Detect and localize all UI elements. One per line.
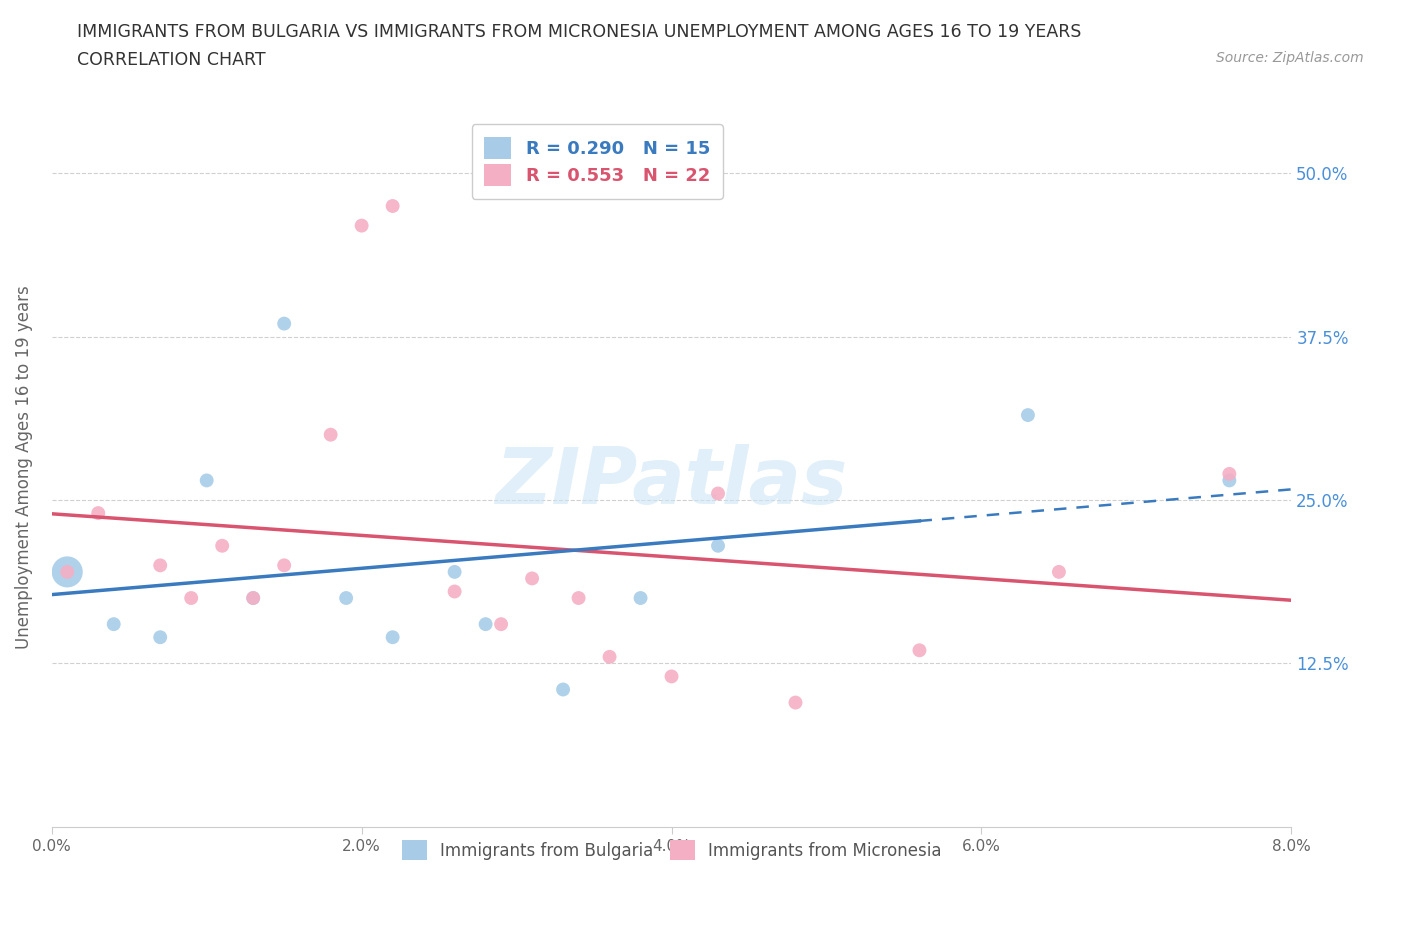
Point	[568, 591, 591, 605]
Y-axis label: Unemployment Among Ages 16 to 19 years: Unemployment Among Ages 16 to 19 years	[15, 286, 32, 649]
Point	[149, 558, 172, 573]
Point	[335, 591, 357, 605]
Point	[707, 486, 730, 501]
Point	[1218, 473, 1240, 488]
Text: ZIPatlas: ZIPatlas	[495, 444, 848, 520]
Point	[630, 591, 652, 605]
Text: Source: ZipAtlas.com: Source: ZipAtlas.com	[1216, 51, 1364, 65]
Point	[908, 643, 931, 658]
Point	[180, 591, 202, 605]
Point	[520, 571, 543, 586]
Point	[56, 565, 79, 579]
Point	[87, 506, 110, 521]
Point	[149, 630, 172, 644]
Point	[350, 219, 373, 233]
Point	[661, 669, 683, 684]
Point	[489, 617, 512, 631]
Point	[319, 427, 342, 442]
Point	[443, 584, 465, 599]
Point	[599, 649, 621, 664]
Text: CORRELATION CHART: CORRELATION CHART	[77, 51, 266, 69]
Point	[1218, 467, 1240, 482]
Point	[551, 682, 574, 697]
Point	[381, 199, 404, 214]
Point	[707, 538, 730, 553]
Point	[242, 591, 264, 605]
Text: IMMIGRANTS FROM BULGARIA VS IMMIGRANTS FROM MICRONESIA UNEMPLOYMENT AMONG AGES 1: IMMIGRANTS FROM BULGARIA VS IMMIGRANTS F…	[77, 23, 1081, 41]
Point	[211, 538, 233, 553]
Legend: Immigrants from Bulgaria, Immigrants from Micronesia: Immigrants from Bulgaria, Immigrants fro…	[394, 831, 950, 869]
Point	[273, 316, 295, 331]
Point	[56, 565, 79, 579]
Point	[1017, 407, 1039, 422]
Point	[443, 565, 465, 579]
Point	[1047, 565, 1070, 579]
Point	[242, 591, 264, 605]
Point	[785, 695, 807, 710]
Point	[474, 617, 496, 631]
Point	[273, 558, 295, 573]
Point	[103, 617, 125, 631]
Point	[381, 630, 404, 644]
Point	[195, 473, 218, 488]
